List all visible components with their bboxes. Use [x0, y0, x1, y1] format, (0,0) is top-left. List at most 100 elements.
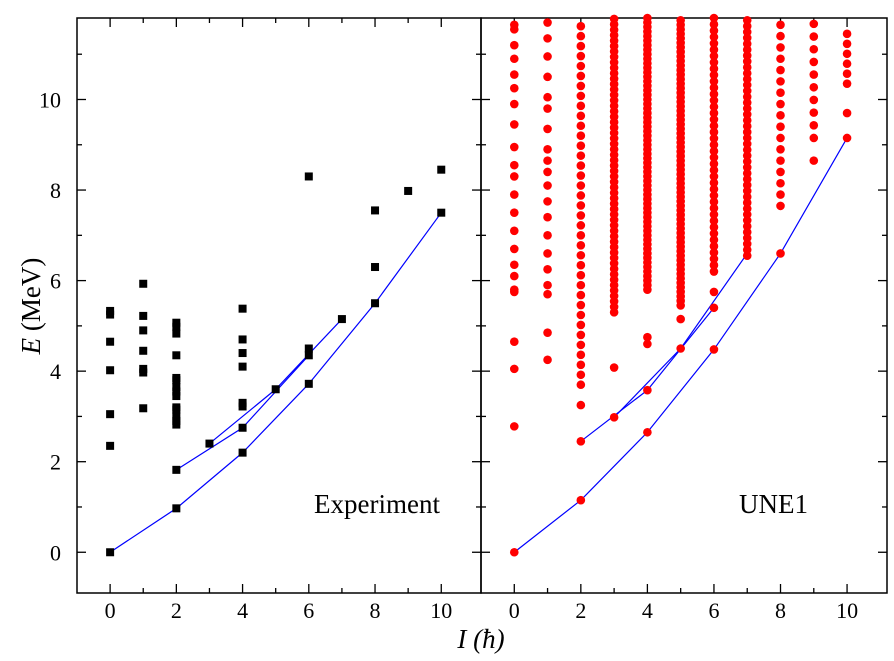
data-point: [742, 80, 752, 90]
data-point: [809, 32, 819, 41]
data-point: [709, 241, 719, 251]
data-point: [809, 70, 819, 79]
data-point: [776, 43, 785, 52]
data-point: [509, 120, 519, 129]
data-point: [742, 221, 752, 231]
data-point: [776, 201, 785, 211]
data-point: [139, 404, 148, 413]
data-point: [709, 51, 719, 61]
data-point: [709, 26, 719, 35]
data-point: [576, 340, 586, 350]
data-point: [709, 216, 719, 226]
data-point: [742, 239, 752, 249]
data-point: [643, 339, 652, 349]
data-point: [742, 110, 752, 119]
data-point: [742, 245, 752, 255]
panel-label: UNE1: [739, 489, 808, 519]
data-point: [742, 104, 752, 113]
y-tick-label: 10: [39, 87, 61, 112]
y-axis-label-symbol: E: [16, 337, 46, 355]
data-point: [576, 131, 586, 141]
data-point: [304, 172, 313, 181]
data-point: [304, 351, 313, 360]
data-point: [742, 68, 752, 78]
data-point: [238, 349, 247, 358]
data-point: [576, 81, 586, 91]
data-point: [709, 20, 719, 29]
data-point: [742, 98, 752, 107]
data-point: [576, 290, 586, 300]
data-point: [106, 366, 115, 375]
data-point: [842, 39, 852, 49]
y-axis-label-unit: (MeV): [16, 258, 46, 331]
data-point: [139, 364, 148, 373]
data-point: [509, 547, 519, 557]
data-point: [437, 208, 446, 217]
data-point: [776, 249, 785, 258]
data-point: [509, 208, 519, 217]
data-point: [742, 133, 752, 143]
data-point: [776, 88, 785, 98]
data-point: [543, 328, 552, 337]
data-point: [576, 400, 586, 410]
band-line: [513, 137, 848, 553]
data-point: [709, 127, 719, 137]
data-point: [709, 159, 719, 169]
data-point: [742, 57, 752, 66]
data-point: [742, 227, 752, 237]
data-point: [609, 14, 619, 24]
data-point: [809, 82, 819, 92]
data-point: [709, 303, 719, 313]
data-point: [809, 19, 819, 29]
data-point: [742, 251, 752, 260]
data-point: [543, 92, 552, 102]
data-point: [238, 448, 247, 457]
data-point: [205, 439, 214, 448]
data-point: [776, 31, 785, 41]
data-point: [576, 61, 586, 71]
data-point: [543, 181, 552, 190]
data-point: [742, 39, 752, 49]
x-tick-label: 6: [303, 598, 314, 623]
x-tick-label: 10: [836, 598, 858, 623]
data-point: [842, 59, 852, 69]
x-tick-label: 4: [237, 598, 248, 623]
data-point: [709, 140, 719, 150]
data-point: [742, 121, 752, 131]
x-tick-label: 8: [775, 598, 786, 623]
data-point: [172, 351, 181, 360]
data-point: [709, 229, 719, 238]
x-tick-label: 6: [708, 598, 719, 623]
data-point: [709, 210, 719, 219]
data-point: [172, 504, 181, 513]
data-point: [709, 70, 719, 80]
data-point: [776, 178, 785, 188]
data-point: [776, 54, 785, 64]
data-point: [742, 174, 752, 184]
data-point: [576, 161, 586, 170]
data-point: [576, 51, 586, 61]
data-point: [543, 104, 552, 113]
data-point: [842, 79, 852, 88]
data-point: [509, 337, 519, 347]
data-point: [643, 427, 652, 437]
data-point: [172, 412, 181, 421]
data-point: [709, 235, 719, 245]
data-point: [576, 260, 586, 270]
data-point: [776, 65, 785, 75]
data-point: [742, 204, 752, 213]
data-point: [709, 191, 719, 200]
data-point: [742, 186, 752, 196]
data-point: [509, 422, 519, 431]
x-tick-label: 2: [575, 598, 586, 623]
data-point: [709, 115, 719, 124]
data-point: [776, 122, 785, 131]
data-point: [543, 212, 552, 222]
data-point: [742, 198, 752, 208]
data-point: [742, 233, 752, 243]
y-tick-label: 4: [50, 359, 61, 384]
data-point: [509, 260, 519, 270]
data-point: [576, 31, 586, 41]
x-tick-label: 4: [642, 598, 653, 623]
